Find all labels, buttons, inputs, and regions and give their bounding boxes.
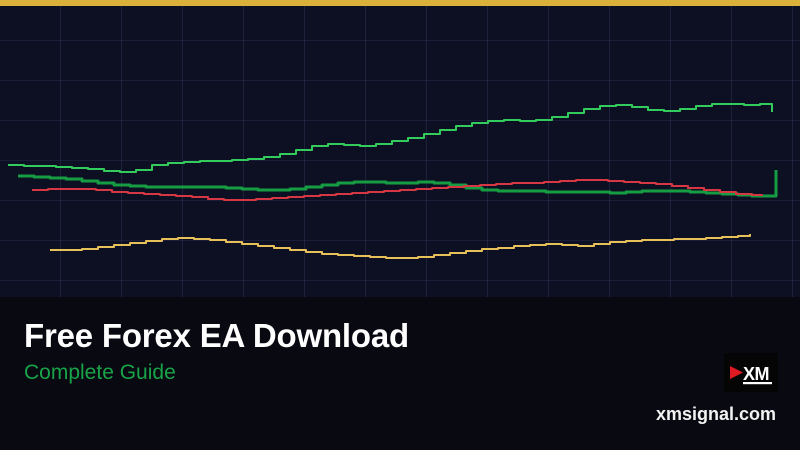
caption-panel: Free Forex EA Download Complete Guide xm… [0,297,800,450]
chart-series-drawdown-red [32,179,763,201]
chart-panel [0,6,800,297]
site-url-label: xmsignal.com [655,404,776,424]
xm-logo-mark: XM [724,353,778,392]
page-subtitle: Complete Guide [24,361,176,384]
equity-curve-chart [8,103,778,259]
xm-logo-underline [743,382,772,385]
chart-gridlines [0,6,800,297]
chart-series-equity-bright-green [8,103,773,173]
chart-series-balance-dark-green [18,170,778,198]
page-title: Free Forex EA Download [24,317,409,354]
top-accent-bar [0,0,800,6]
xm-logo-arrow-icon [730,366,743,379]
chart-series-volume-orange [50,234,751,259]
xm-logo-wordmark: XM [743,364,769,384]
xm-logo: XM [724,353,778,392]
